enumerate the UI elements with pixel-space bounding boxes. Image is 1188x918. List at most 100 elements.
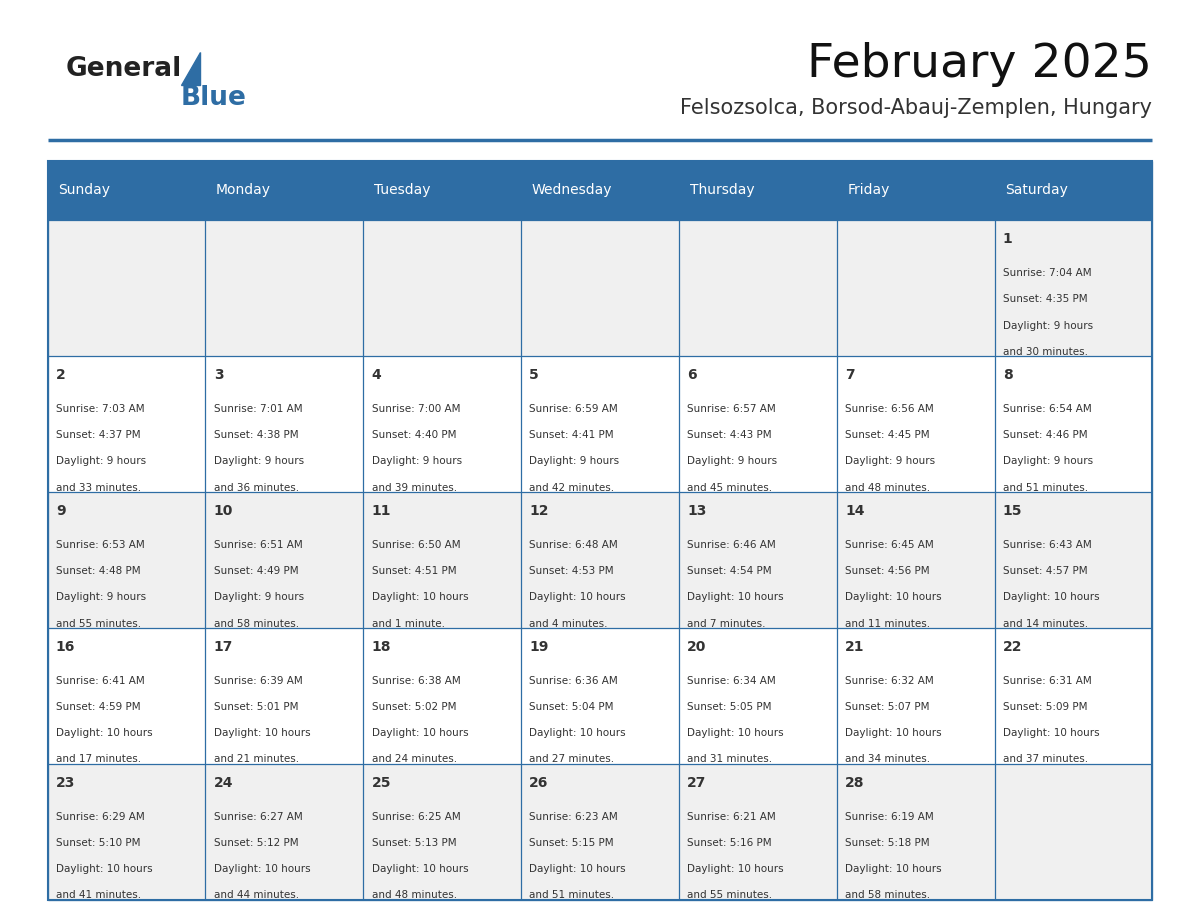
Text: and 11 minutes.: and 11 minutes. <box>845 619 930 629</box>
Bar <box>206 356 364 492</box>
Text: Sunrise: 6:46 AM: Sunrise: 6:46 AM <box>687 540 776 550</box>
Text: and 45 minutes.: and 45 minutes. <box>687 483 772 493</box>
Text: Blue: Blue <box>181 85 246 111</box>
Text: Daylight: 10 hours: Daylight: 10 hours <box>687 728 784 738</box>
Bar <box>836 492 994 628</box>
Text: 23: 23 <box>56 776 75 789</box>
Text: Sunrise: 7:04 AM: Sunrise: 7:04 AM <box>1003 268 1092 278</box>
Bar <box>678 628 836 764</box>
Text: Sunrise: 6:59 AM: Sunrise: 6:59 AM <box>530 404 618 414</box>
Text: 18: 18 <box>372 640 391 654</box>
Text: and 27 minutes.: and 27 minutes. <box>530 755 614 765</box>
Text: Daylight: 10 hours: Daylight: 10 hours <box>845 864 942 874</box>
Text: Sunset: 4:35 PM: Sunset: 4:35 PM <box>1003 295 1087 304</box>
Text: Sunrise: 6:27 AM: Sunrise: 6:27 AM <box>214 812 303 822</box>
Text: and 58 minutes.: and 58 minutes. <box>845 890 930 901</box>
Text: Sunset: 5:05 PM: Sunset: 5:05 PM <box>687 702 772 711</box>
Text: Wednesday: Wednesday <box>532 184 612 197</box>
Text: Sunset: 4:56 PM: Sunset: 4:56 PM <box>845 566 930 576</box>
Text: 15: 15 <box>1003 504 1023 518</box>
Text: 14: 14 <box>845 504 865 518</box>
Text: Sunset: 4:43 PM: Sunset: 4:43 PM <box>687 431 772 440</box>
Polygon shape <box>181 52 200 85</box>
Text: Sunset: 5:09 PM: Sunset: 5:09 PM <box>1003 702 1087 711</box>
Text: Daylight: 10 hours: Daylight: 10 hours <box>1003 728 1099 738</box>
Bar <box>364 356 522 492</box>
Bar <box>678 492 836 628</box>
Text: Sunrise: 6:48 AM: Sunrise: 6:48 AM <box>530 540 618 550</box>
Bar <box>48 220 206 356</box>
Text: and 31 minutes.: and 31 minutes. <box>687 755 772 765</box>
Text: Sunset: 4:37 PM: Sunset: 4:37 PM <box>56 431 140 440</box>
Text: 19: 19 <box>530 640 549 654</box>
Text: Sunset: 5:16 PM: Sunset: 5:16 PM <box>687 838 772 847</box>
Text: and 39 minutes.: and 39 minutes. <box>372 483 456 493</box>
Bar <box>364 161 522 220</box>
Text: Sunrise: 6:39 AM: Sunrise: 6:39 AM <box>214 676 303 686</box>
Bar <box>364 220 522 356</box>
Text: and 34 minutes.: and 34 minutes. <box>845 755 930 765</box>
Text: Daylight: 9 hours: Daylight: 9 hours <box>214 592 304 602</box>
Text: Daylight: 10 hours: Daylight: 10 hours <box>530 864 626 874</box>
Text: Friday: Friday <box>847 184 890 197</box>
Bar <box>206 161 364 220</box>
Text: Sunrise: 7:00 AM: Sunrise: 7:00 AM <box>372 404 460 414</box>
Text: and 55 minutes.: and 55 minutes. <box>687 890 772 901</box>
Text: Daylight: 10 hours: Daylight: 10 hours <box>372 592 468 602</box>
Text: 25: 25 <box>372 776 391 789</box>
Text: Sunrise: 6:54 AM: Sunrise: 6:54 AM <box>1003 404 1092 414</box>
Text: Sunset: 4:57 PM: Sunset: 4:57 PM <box>1003 566 1087 576</box>
Text: Sunset: 5:02 PM: Sunset: 5:02 PM <box>372 702 456 711</box>
Bar <box>206 492 364 628</box>
Bar <box>522 764 678 900</box>
Text: Sunday: Sunday <box>58 184 110 197</box>
Bar <box>836 356 994 492</box>
Text: and 55 minutes.: and 55 minutes. <box>56 619 141 629</box>
Text: Sunrise: 6:25 AM: Sunrise: 6:25 AM <box>372 812 460 822</box>
Text: Sunrise: 6:53 AM: Sunrise: 6:53 AM <box>56 540 145 550</box>
Bar <box>678 356 836 492</box>
Text: Daylight: 9 hours: Daylight: 9 hours <box>687 456 777 466</box>
Text: 12: 12 <box>530 504 549 518</box>
Text: Daylight: 10 hours: Daylight: 10 hours <box>214 864 310 874</box>
Text: Sunrise: 6:45 AM: Sunrise: 6:45 AM <box>845 540 934 550</box>
Text: 22: 22 <box>1003 640 1023 654</box>
Text: and 30 minutes.: and 30 minutes. <box>1003 347 1088 357</box>
Text: 24: 24 <box>214 776 233 789</box>
Text: Daylight: 10 hours: Daylight: 10 hours <box>56 728 152 738</box>
Bar <box>836 220 994 356</box>
Text: Saturday: Saturday <box>1005 184 1068 197</box>
Text: Sunset: 4:53 PM: Sunset: 4:53 PM <box>530 566 614 576</box>
Text: Daylight: 10 hours: Daylight: 10 hours <box>1003 592 1099 602</box>
Text: Sunset: 5:01 PM: Sunset: 5:01 PM <box>214 702 298 711</box>
Text: Sunrise: 6:36 AM: Sunrise: 6:36 AM <box>530 676 618 686</box>
Text: Thursday: Thursday <box>689 184 754 197</box>
Text: Sunset: 4:51 PM: Sunset: 4:51 PM <box>372 566 456 576</box>
Bar <box>206 220 364 356</box>
Text: 11: 11 <box>372 504 391 518</box>
Text: 16: 16 <box>56 640 75 654</box>
Text: 26: 26 <box>530 776 549 789</box>
Text: 3: 3 <box>214 368 223 382</box>
Text: Sunset: 4:49 PM: Sunset: 4:49 PM <box>214 566 298 576</box>
Text: Sunrise: 6:50 AM: Sunrise: 6:50 AM <box>372 540 460 550</box>
Text: 20: 20 <box>687 640 707 654</box>
Text: Daylight: 10 hours: Daylight: 10 hours <box>530 592 626 602</box>
Text: and 17 minutes.: and 17 minutes. <box>56 755 141 765</box>
Bar <box>522 356 678 492</box>
Text: Daylight: 10 hours: Daylight: 10 hours <box>372 864 468 874</box>
Text: Daylight: 10 hours: Daylight: 10 hours <box>687 592 784 602</box>
Text: Sunrise: 6:32 AM: Sunrise: 6:32 AM <box>845 676 934 686</box>
Text: and 4 minutes.: and 4 minutes. <box>530 619 608 629</box>
Bar <box>206 764 364 900</box>
Text: Sunset: 5:12 PM: Sunset: 5:12 PM <box>214 838 298 847</box>
Text: and 44 minutes.: and 44 minutes. <box>214 890 299 901</box>
Bar <box>364 492 522 628</box>
Text: Daylight: 10 hours: Daylight: 10 hours <box>372 728 468 738</box>
Text: Sunrise: 6:51 AM: Sunrise: 6:51 AM <box>214 540 303 550</box>
Bar <box>994 764 1152 900</box>
Text: Daylight: 9 hours: Daylight: 9 hours <box>372 456 462 466</box>
Text: Sunset: 4:54 PM: Sunset: 4:54 PM <box>687 566 772 576</box>
Text: 27: 27 <box>687 776 707 789</box>
Text: Sunrise: 6:57 AM: Sunrise: 6:57 AM <box>687 404 776 414</box>
